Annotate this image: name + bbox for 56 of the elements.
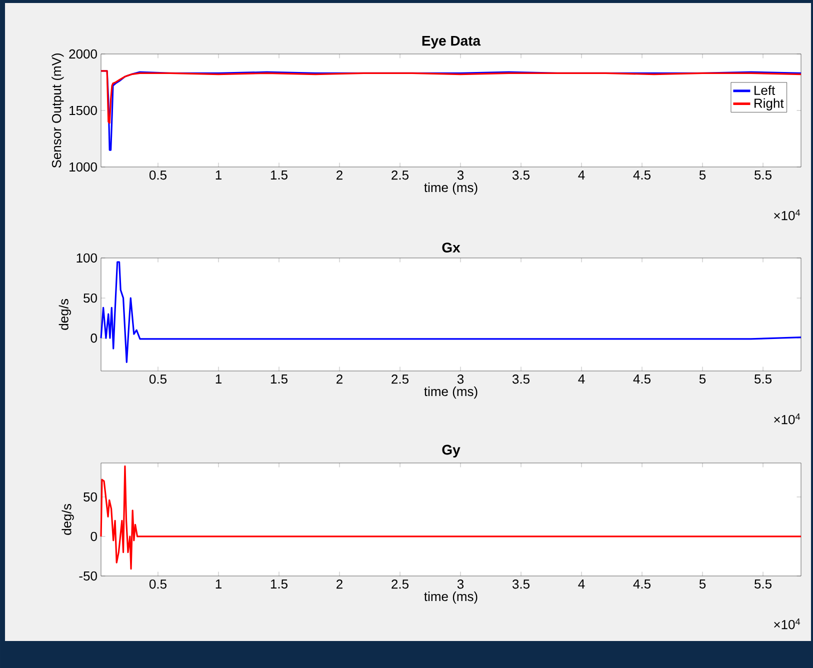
x-tick-label: 4.5 — [633, 580, 651, 589]
x-tick-label: 3.5 — [512, 170, 530, 180]
x-tick-label: 3 — [457, 170, 464, 180]
x-tick-label: 1 — [216, 374, 222, 384]
x-axis-title: time (ms) — [424, 182, 478, 195]
x-tick-label: 3 — [457, 580, 464, 589]
x-tick-label: 4 — [578, 170, 585, 180]
x-tick-label: 3.5 — [512, 580, 530, 589]
x-tick-label: 1.5 — [270, 170, 288, 180]
chart-title: Gy — [442, 444, 460, 458]
x-tick-label: 2 — [336, 374, 342, 384]
y-tick-label: 1000 — [70, 162, 97, 172]
y-tick-label: 1500 — [70, 106, 97, 116]
x-tick-label: 3 — [457, 374, 464, 384]
y-tick-label: -50 — [79, 571, 97, 581]
x-tick-label: 4 — [578, 374, 585, 384]
legend-label: Right — [754, 98, 784, 110]
x-tick-label: 4.5 — [633, 170, 651, 180]
x-tick-label: 1 — [216, 170, 222, 180]
x-tick-label: 0.5 — [149, 374, 166, 384]
chart-title: Eye Data — [422, 36, 481, 48]
x-tick-label: 5 — [699, 170, 706, 180]
y-tick-label: 0 — [90, 532, 97, 542]
chart-title: Gx — [442, 242, 460, 252]
x-tick-label: 2.5 — [392, 170, 408, 180]
text: ×10$^{4}$ — [774, 414, 800, 424]
x-tick-label: 0.5 — [149, 580, 166, 589]
y-tick-label: 0 — [90, 334, 97, 343]
x-tick-label: 5 — [699, 580, 706, 589]
x-tick-label: 3.5 — [512, 374, 530, 384]
y-tick-label: 2000 — [69, 49, 97, 59]
x-tick-label: 5.5 — [754, 170, 772, 180]
y-axis-title: Sensor Output (mV) — [52, 54, 64, 168]
x-tick-label: 2 — [336, 580, 342, 589]
x-tick-label: 4 — [578, 580, 585, 588]
x-tick-label: 1.5 — [270, 580, 288, 589]
text: ×10$^{4}$ — [774, 210, 800, 220]
x-tick-label: 5.5 — [754, 374, 772, 384]
legend-label: Left — [754, 85, 776, 95]
x-tick-label: 5 — [699, 374, 706, 384]
x-tick-label: 2.5 — [392, 580, 408, 589]
x-tick-label: 1 — [216, 580, 222, 588]
y-axis-title: deg/s — [62, 504, 74, 535]
y-tick-label: 50 — [84, 492, 97, 502]
x-tick-label: 2 — [336, 170, 342, 180]
x-tick-label: 4.5 — [633, 374, 651, 384]
x-tick-label: 1.5 — [270, 374, 288, 384]
x-tick-label: 0.5 — [149, 170, 166, 180]
x-tick-label: 5.5 — [754, 580, 772, 589]
x-axis-title: time (ms) — [424, 592, 478, 604]
y-axis-title: deg/s — [58, 299, 71, 330]
x-axis-title: time (ms) — [424, 386, 478, 399]
x-tick-label: 2.5 — [392, 374, 408, 384]
y-tick-label: 100 — [76, 253, 97, 263]
y-tick-label: 50 — [84, 293, 97, 303]
text: ×10$^{4}$ — [774, 618, 800, 630]
